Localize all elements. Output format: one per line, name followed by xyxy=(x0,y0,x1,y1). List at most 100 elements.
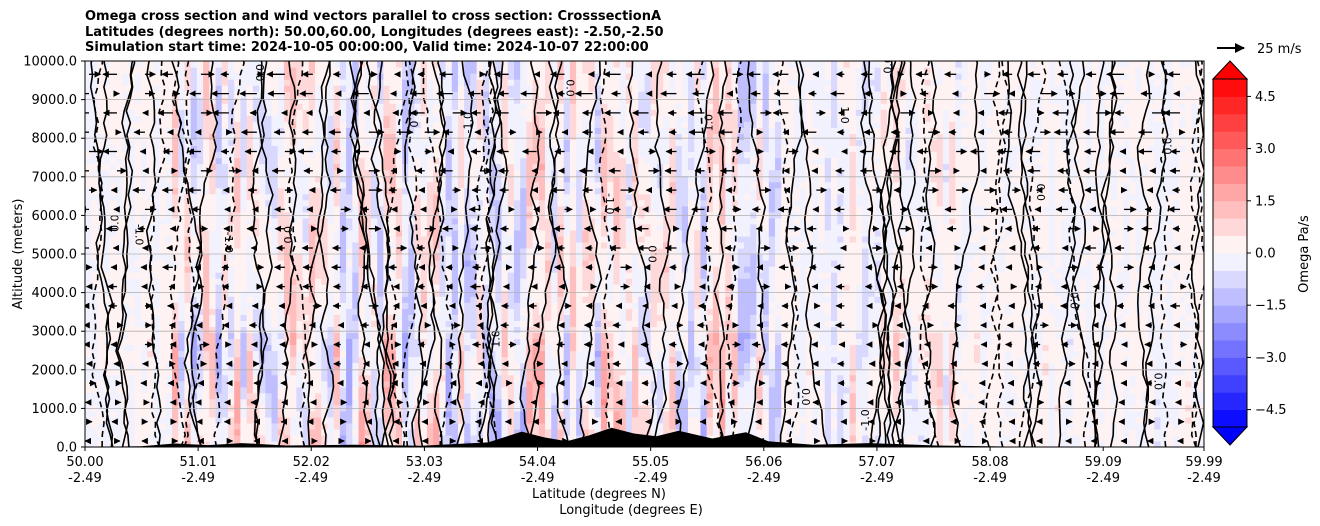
omega-cell xyxy=(265,272,273,279)
omega-cell xyxy=(153,91,161,98)
omega-cell xyxy=(377,241,384,249)
omega-cell xyxy=(426,229,434,237)
omega-cell xyxy=(159,374,167,382)
omega-cell xyxy=(339,356,347,364)
omega-cell xyxy=(159,362,167,370)
omega-cell xyxy=(327,374,335,382)
omega-cell xyxy=(172,308,179,315)
omega-cell xyxy=(85,193,92,201)
omega-cell xyxy=(290,169,297,177)
omega-cell xyxy=(265,163,273,171)
omega-cell xyxy=(370,356,378,364)
omega-cell xyxy=(128,260,136,267)
omega-cell xyxy=(85,169,92,177)
omega-cell xyxy=(85,91,92,98)
omega-cell xyxy=(246,434,254,442)
omega-cell xyxy=(221,61,229,68)
omega-cell xyxy=(209,241,217,249)
omega-cell xyxy=(265,362,273,370)
omega-cell xyxy=(426,344,434,352)
omega-cell xyxy=(122,302,130,309)
omega-cell xyxy=(103,302,111,309)
omega-cell xyxy=(85,254,92,261)
omega-cell xyxy=(327,127,335,134)
omega-cell xyxy=(221,235,229,243)
omega-cell xyxy=(122,139,130,147)
omega-cell xyxy=(352,380,360,388)
omega-cell xyxy=(178,386,186,394)
omega-cell xyxy=(308,103,316,110)
omega-cell xyxy=(451,169,459,177)
omega-cell xyxy=(97,350,105,358)
omega-cell xyxy=(321,368,329,376)
omega-cell xyxy=(184,278,192,285)
omega-cell xyxy=(538,247,546,255)
omega-cell xyxy=(445,67,453,74)
omega-cell xyxy=(520,73,527,80)
omega-cell xyxy=(495,308,503,315)
omega-cell xyxy=(352,338,360,346)
omega-cell xyxy=(109,133,117,141)
omega-cell xyxy=(563,193,571,201)
omega-cell xyxy=(439,374,447,382)
omega-cell xyxy=(383,145,391,153)
omega-cell xyxy=(439,278,447,285)
omega-cell xyxy=(153,139,161,147)
omega-cell xyxy=(85,410,92,418)
omega-cell xyxy=(489,320,496,327)
omega-cell xyxy=(91,241,99,249)
omega-cell xyxy=(439,181,447,189)
omega-cell xyxy=(551,139,559,147)
omega-cell xyxy=(364,169,372,177)
omega-cell xyxy=(290,344,297,352)
omega-cell xyxy=(91,151,99,159)
omega-cell xyxy=(327,133,335,141)
omega-cell xyxy=(327,229,335,237)
omega-cell xyxy=(85,320,92,327)
omega-cell xyxy=(321,229,329,237)
omega-cell xyxy=(482,416,490,424)
omega-cell xyxy=(395,296,403,303)
omega-cell xyxy=(109,356,117,364)
omega-cell xyxy=(246,410,254,418)
omega-cell xyxy=(370,338,378,346)
omega-cell xyxy=(203,314,210,321)
omega-cell xyxy=(271,175,279,183)
omega-cell xyxy=(172,127,179,134)
omega-cell xyxy=(458,73,465,80)
omega-cell xyxy=(140,320,148,327)
omega-cell xyxy=(426,85,434,92)
omega-cell xyxy=(178,151,186,159)
omega-cell xyxy=(203,380,210,388)
omega-cell xyxy=(464,284,472,291)
omega-cell xyxy=(259,272,266,279)
omega-cell xyxy=(283,61,291,68)
omega-cell xyxy=(507,109,515,116)
omega-cell xyxy=(209,181,217,189)
omega-cell xyxy=(476,284,484,291)
omega-cell xyxy=(551,356,559,364)
omega-cell xyxy=(165,229,173,237)
omega-cell xyxy=(414,217,422,225)
omega-cell xyxy=(426,296,434,303)
omega-cell xyxy=(221,79,229,86)
chart-title-block: Omega cross section and wind vectors par… xyxy=(85,9,664,56)
omega-cell xyxy=(147,422,154,430)
omega-cell xyxy=(426,362,434,370)
omega-cell xyxy=(315,175,322,183)
omega-cell xyxy=(85,127,92,134)
omega-cell xyxy=(321,241,329,249)
omega-cell xyxy=(271,296,279,303)
omega-cell xyxy=(321,374,329,382)
omega-cell xyxy=(234,386,242,394)
omega-cell xyxy=(352,314,360,321)
omega-cell xyxy=(97,241,105,249)
omega-cell xyxy=(476,386,484,394)
omega-cell xyxy=(470,254,478,261)
omega-cell xyxy=(346,398,353,406)
omega-cell xyxy=(551,386,559,394)
omega-cell xyxy=(489,181,496,189)
omega-cell xyxy=(103,296,111,303)
omega-cell xyxy=(520,392,527,400)
omega-cell xyxy=(209,344,217,352)
